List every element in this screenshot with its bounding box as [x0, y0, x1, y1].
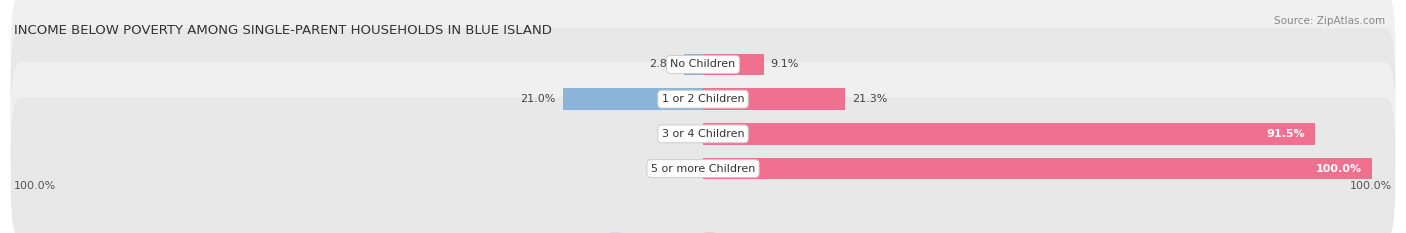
Text: 100.0%: 100.0%	[1316, 164, 1362, 174]
Bar	[562, 88, 703, 110]
Bar	[703, 54, 763, 75]
FancyBboxPatch shape	[11, 62, 1395, 205]
FancyBboxPatch shape	[11, 97, 1395, 233]
Text: 3 or 4 Children: 3 or 4 Children	[662, 129, 744, 139]
Text: 2.8%: 2.8%	[650, 59, 678, 69]
Text: 9.1%: 9.1%	[770, 59, 799, 69]
Text: 0.0%: 0.0%	[668, 164, 696, 174]
Text: Source: ZipAtlas.com: Source: ZipAtlas.com	[1274, 16, 1385, 26]
Text: 21.0%: 21.0%	[520, 94, 555, 104]
Bar	[703, 123, 1315, 145]
Bar	[703, 88, 845, 110]
FancyBboxPatch shape	[11, 0, 1395, 136]
Text: 0.0%: 0.0%	[668, 129, 696, 139]
Text: 1 or 2 Children: 1 or 2 Children	[662, 94, 744, 104]
Text: 91.5%: 91.5%	[1267, 129, 1305, 139]
Text: INCOME BELOW POVERTY AMONG SINGLE-PARENT HOUSEHOLDS IN BLUE ISLAND: INCOME BELOW POVERTY AMONG SINGLE-PARENT…	[14, 24, 553, 37]
Text: 100.0%: 100.0%	[14, 181, 56, 191]
Text: No Children: No Children	[671, 59, 735, 69]
Text: 21.3%: 21.3%	[852, 94, 887, 104]
Bar	[703, 158, 1372, 179]
Text: 100.0%: 100.0%	[1350, 181, 1392, 191]
Text: 5 or more Children: 5 or more Children	[651, 164, 755, 174]
Bar	[685, 54, 703, 75]
Legend: Single Father, Single Mother: Single Father, Single Mother	[606, 229, 800, 233]
FancyBboxPatch shape	[11, 28, 1395, 171]
